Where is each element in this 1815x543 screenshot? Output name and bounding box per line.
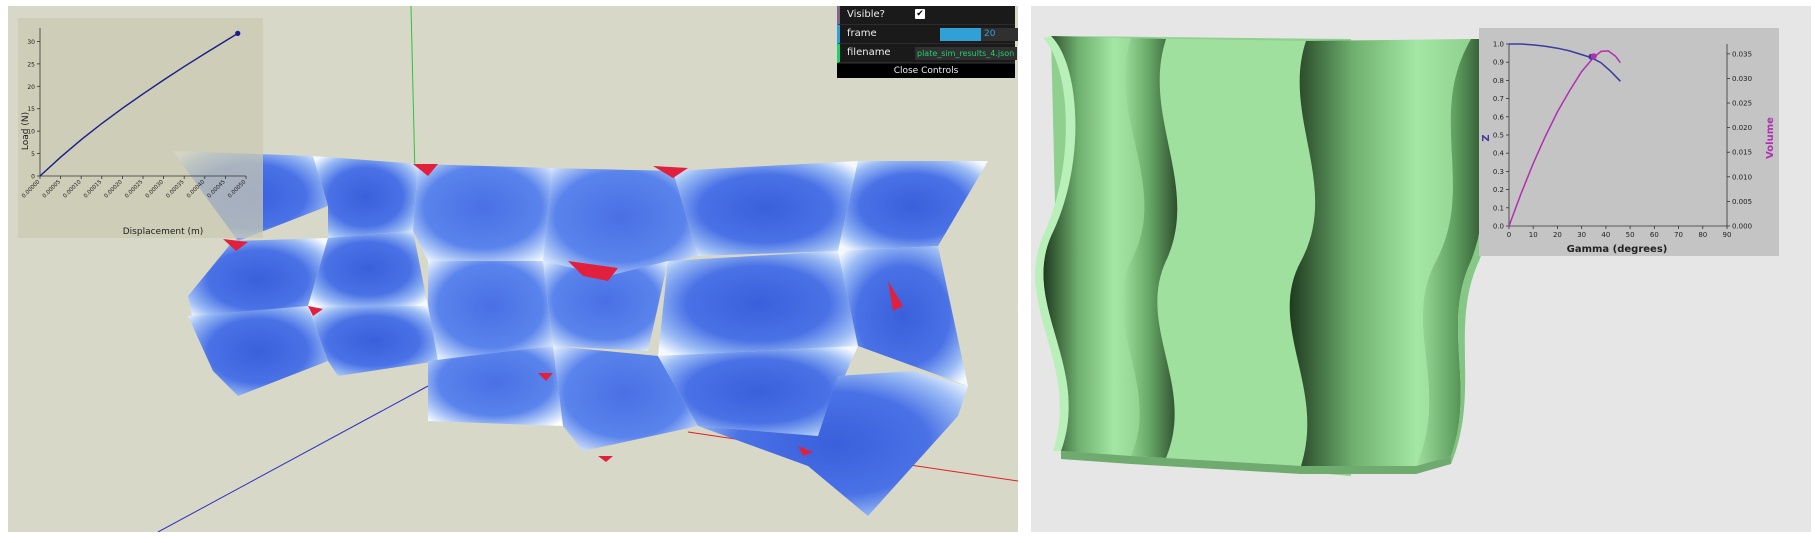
- right-y-tick-label: 0.035: [1732, 50, 1752, 58]
- left-y-tick-label: 0.8: [1493, 77, 1504, 85]
- y-tick-label: 20: [27, 84, 35, 91]
- x-axis-label: Gamma (degrees): [1567, 244, 1668, 255]
- visible-label: Visible?: [847, 9, 885, 20]
- left-3d-viewport[interactable]: 0 5 10 15 20 25 30 0.00000 0.00005 0.00010 0.00015…: [8, 6, 1018, 532]
- x-axis-label: Displacement (m): [123, 227, 204, 237]
- volume-marker: [1590, 53, 1597, 60]
- left-y-tick-label: 1.0: [1493, 41, 1504, 49]
- x-tick-label: 40: [1601, 231, 1610, 239]
- right-axis-label: Volume: [1765, 117, 1776, 159]
- right-y-tick-label: 0.005: [1732, 198, 1752, 206]
- left-y-tick-label: 0.1: [1493, 204, 1504, 212]
- y-axis-line: [410, 6, 416, 177]
- left-y-tick-label: 0.0: [1493, 223, 1504, 231]
- x-tick-label: 0: [1507, 231, 1511, 239]
- plate-scene: [157, 6, 1018, 532]
- frame-number-input[interactable]: 20: [981, 28, 1018, 41]
- y-axis-label: Load (N): [21, 112, 31, 150]
- left-y-tick-label: 0.7: [1493, 95, 1504, 103]
- y-tick-label: 10: [27, 129, 35, 136]
- left-axis-label: Z: [1481, 134, 1492, 141]
- right-y-tick-label: 0.020: [1732, 124, 1752, 132]
- x-tick-label: 70: [1674, 231, 1683, 239]
- volume-series-line: [1508, 50, 1621, 227]
- filename-input[interactable]: plate_sim_results_4.json: [915, 47, 1017, 60]
- close-controls-button[interactable]: Close Controls: [837, 64, 1015, 78]
- x-tick-label: 10: [1529, 231, 1538, 239]
- y-tick-label: 5: [31, 151, 35, 158]
- chart-panel: [18, 18, 263, 238]
- left-y-tick-label: 0.2: [1493, 186, 1504, 194]
- right-y-tick-label: 0.000: [1732, 223, 1752, 231]
- controls-panel: Visible? ✔ frame 20 filename plate_sim_r…: [837, 6, 1018, 78]
- right-y-tick-label: 0.030: [1732, 75, 1752, 83]
- plot-area: 0 10 20 30 40 50 60 70 80 90 0.0 0.1 0.2 0.3 0.4 0.5 0.6…: [1493, 41, 1752, 240]
- z-axis-line: [157, 385, 429, 532]
- z-volume-gamma-chart: 0 10 20 30 40 50 60 70 80 90 0.0 0.1 0.2 0.3 0.4 0.5 0.6…: [1479, 28, 1779, 256]
- x-tick-label: 30: [1577, 231, 1586, 239]
- y-tick-label: 15: [27, 106, 35, 113]
- load-series-line: [39, 32, 239, 177]
- y-tick-label: 30: [27, 39, 35, 46]
- z-series-line: [1509, 43, 1621, 82]
- filename-label: filename: [847, 47, 891, 58]
- frame-slider-fill: [940, 28, 986, 41]
- right-y-tick-label: 0.025: [1732, 100, 1752, 108]
- right-3d-viewport[interactable]: 0 10 20 30 40 50 60 70 80 90 0.0 0.1 0.2 0.3 0.4 0.5 0.6…: [1031, 6, 1811, 532]
- y-tick-label: 25: [27, 61, 35, 68]
- corrugated-sheet-scene: [1035, 36, 1501, 476]
- filename-row: filename plate_sim_results_4.json: [837, 44, 1017, 63]
- left-y-tick-label: 0.4: [1493, 150, 1505, 158]
- x-tick-label: 60: [1650, 231, 1659, 239]
- left-y-tick-label: 0.3: [1493, 168, 1504, 176]
- corrugated-sheet: [1035, 36, 1501, 476]
- left-y-tick-label: 0.6: [1493, 113, 1505, 121]
- x-tick-label: 80: [1698, 231, 1707, 239]
- current-frame-marker: [235, 30, 241, 36]
- frame-row: frame 20: [837, 25, 1018, 44]
- frame-label: frame: [847, 28, 877, 39]
- x-tick-label: 90: [1723, 231, 1732, 239]
- visible-checkbox[interactable]: ✔: [915, 9, 925, 19]
- left-y-tick-label: 0.9: [1493, 59, 1504, 67]
- visible-row: Visible? ✔: [837, 6, 1015, 25]
- left-y-tick-label: 0.5: [1493, 132, 1504, 140]
- right-y-tick-label: 0.010: [1732, 173, 1752, 181]
- y-tick-label: 0: [31, 174, 35, 181]
- x-tick-label: 50: [1626, 231, 1635, 239]
- right-y-tick-label: 0.015: [1732, 149, 1752, 157]
- x-tick-label: 20: [1553, 231, 1562, 239]
- chart-panel: [1479, 28, 1779, 256]
- deformed-plate-mesh: [173, 151, 988, 516]
